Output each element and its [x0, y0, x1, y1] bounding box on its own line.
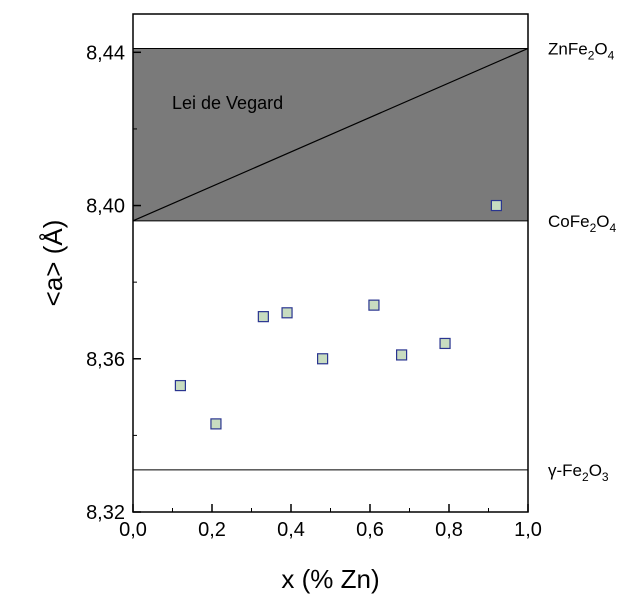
y-axis-title: <a> (Å): [38, 220, 68, 307]
y-tick-label: 8,36: [86, 349, 125, 371]
data-point: [317, 353, 329, 365]
data-point: [490, 199, 502, 212]
y-tick-label: 8,32: [86, 502, 125, 524]
data-point: [174, 379, 186, 392]
x-tick-label: 0,0: [119, 519, 147, 541]
reference-label: CoFe2O4: [548, 212, 617, 235]
x-tick-label: 0,2: [198, 519, 226, 541]
data-point: [368, 299, 380, 311]
data-point: [210, 418, 222, 430]
reference-label: γ-Fe2O3: [548, 461, 609, 484]
x-tick-label: 0,8: [435, 519, 463, 541]
data-point: [439, 337, 451, 350]
plot-area: 0,0 0,2 0,4 0,6 0,8 1,0 8,32 8,36 8,40 8,44 ZnFe2O…: [86, 13, 617, 541]
y-tick-label: 8,44: [86, 42, 125, 64]
x-axis-title: x (% Zn): [281, 564, 379, 594]
x-tick-label: 0,6: [356, 519, 384, 541]
y-tick-label: 8,40: [86, 196, 125, 218]
vegard-law-annotation: Lei de Vegard: [172, 93, 283, 113]
x-tick-label: 0,4: [277, 519, 305, 541]
data-point: [396, 349, 408, 361]
reference-label: ZnFe2O4: [548, 39, 615, 62]
vegard-law-line: [132, 47, 529, 222]
data-point: [281, 307, 293, 319]
data-point: [257, 311, 269, 323]
labels-layer: x (% Zn) <a> (Å) Lei de Vegard: [38, 93, 380, 594]
x-tick-label: 1,0: [514, 519, 542, 541]
